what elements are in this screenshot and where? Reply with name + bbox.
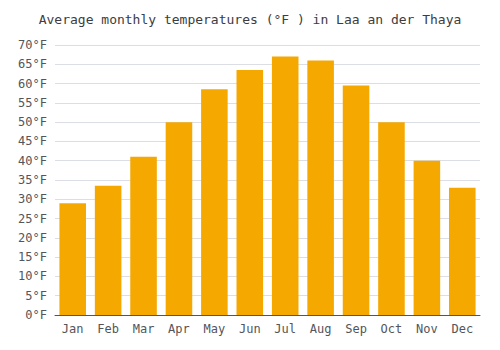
svg-text:Apr: Apr — [168, 322, 190, 336]
svg-text:0°F: 0°F — [25, 308, 47, 322]
svg-text:May: May — [204, 322, 226, 336]
svg-text:35°F: 35°F — [18, 173, 47, 187]
svg-text:Jul: Jul — [274, 322, 296, 336]
svg-text:50°F: 50°F — [18, 115, 47, 129]
svg-text:Sep: Sep — [345, 322, 367, 336]
svg-text:10°F: 10°F — [18, 269, 47, 283]
svg-text:Oct: Oct — [381, 322, 403, 336]
svg-text:65°F: 65°F — [18, 57, 47, 71]
svg-text:30°F: 30°F — [18, 192, 47, 206]
svg-text:40°F: 40°F — [18, 154, 47, 168]
svg-text:Jan: Jan — [62, 322, 84, 336]
svg-text:45°F: 45°F — [18, 134, 47, 148]
svg-text:25°F: 25°F — [18, 212, 47, 226]
svg-text:Jun: Jun — [239, 322, 261, 336]
svg-text:Mar: Mar — [133, 322, 155, 336]
svg-text:15°F: 15°F — [18, 250, 47, 264]
svg-text:55°F: 55°F — [18, 96, 47, 110]
svg-text:Nov: Nov — [416, 322, 438, 336]
svg-text:Dec: Dec — [451, 322, 473, 336]
svg-text:70°F: 70°F — [18, 38, 47, 52]
svg-text:Feb: Feb — [97, 322, 119, 336]
svg-text:Average monthly temperatures (: Average monthly temperatures (°F ) in La… — [39, 12, 462, 27]
svg-text:60°F: 60°F — [18, 77, 47, 91]
svg-text:20°F: 20°F — [18, 231, 47, 245]
svg-text:Aug: Aug — [310, 322, 332, 336]
svg-text:5°F: 5°F — [25, 289, 47, 303]
